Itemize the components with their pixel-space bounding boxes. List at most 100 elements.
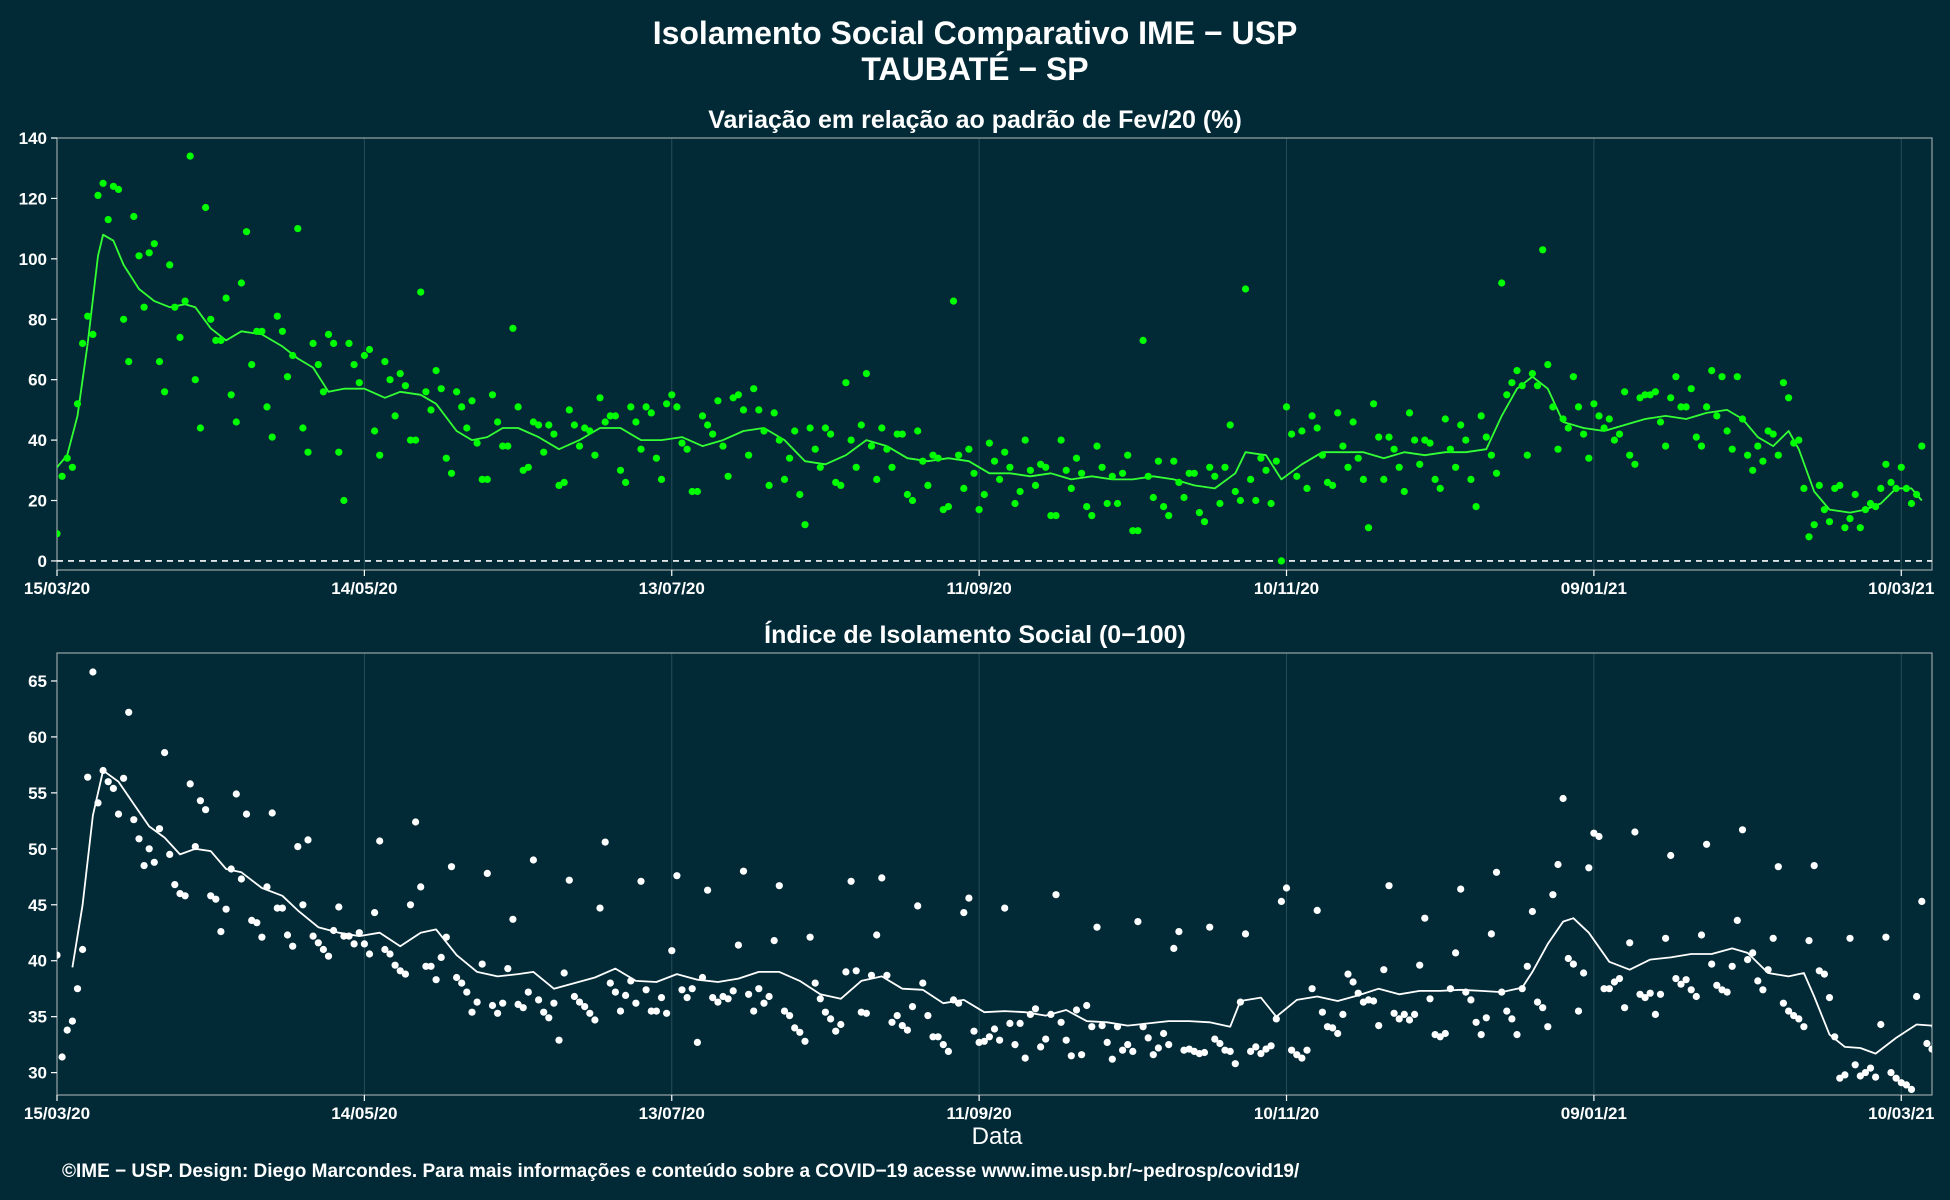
index-data-point bbox=[330, 926, 338, 935]
variation-data-point bbox=[1078, 469, 1086, 477]
variation-data-point bbox=[242, 228, 251, 236]
index-data-point bbox=[996, 1036, 1004, 1044]
variation-data-point bbox=[1815, 481, 1823, 489]
index-data-point bbox=[140, 862, 148, 870]
variation-data-point bbox=[960, 484, 968, 492]
index-data-point bbox=[1231, 1060, 1239, 1068]
variation-data-point bbox=[509, 324, 517, 332]
variation-data-point bbox=[765, 481, 773, 489]
variation-data-point bbox=[555, 481, 563, 489]
index-data-point bbox=[273, 904, 281, 912]
y-tick-label: 30 bbox=[28, 1064, 47, 1083]
index-data-point bbox=[657, 994, 666, 1002]
index-data-point bbox=[242, 810, 251, 818]
variation-data-point bbox=[1349, 418, 1357, 426]
index-data-point bbox=[1047, 1010, 1055, 1019]
y-tick-label: 100 bbox=[19, 250, 47, 269]
variation-data-point bbox=[1697, 442, 1706, 450]
index-data-point bbox=[637, 877, 645, 885]
variation-data-point bbox=[857, 421, 865, 429]
variation-data-point bbox=[314, 361, 322, 369]
index-data-point bbox=[1108, 1055, 1116, 1063]
index-data-point bbox=[929, 1033, 937, 1041]
index-data-point bbox=[1236, 998, 1244, 1006]
index-data-point bbox=[934, 1033, 942, 1041]
variation-data-point bbox=[903, 490, 912, 499]
variation-data-point bbox=[386, 376, 394, 384]
index-data-point bbox=[166, 850, 174, 859]
variation-data-point bbox=[652, 454, 661, 462]
index-data-point bbox=[1636, 990, 1644, 998]
variation-data-point bbox=[1513, 367, 1521, 375]
index-data-point bbox=[924, 1012, 932, 1020]
index-data-point bbox=[304, 836, 312, 844]
y-tick-label: 50 bbox=[28, 840, 47, 859]
index-data-point bbox=[878, 874, 886, 882]
variation-data-point bbox=[801, 521, 809, 529]
index-data-point bbox=[294, 843, 302, 851]
variation-data-point bbox=[140, 303, 148, 311]
variation-data-point bbox=[1462, 436, 1470, 444]
index-data-point bbox=[125, 708, 133, 716]
variation-data-point bbox=[1200, 518, 1209, 526]
variation-data-point bbox=[647, 409, 655, 417]
variation-data-point bbox=[1574, 403, 1583, 411]
index-data-point bbox=[586, 1009, 594, 1017]
variation-data-point bbox=[786, 454, 794, 462]
index-data-point bbox=[442, 933, 450, 941]
index-data-point bbox=[1426, 995, 1434, 1003]
index-data-point bbox=[1098, 1022, 1106, 1030]
index-data-point bbox=[222, 905, 230, 913]
variation-data-point bbox=[616, 466, 625, 474]
index-data-point bbox=[1272, 1015, 1280, 1023]
index-data-point bbox=[217, 928, 225, 936]
plot-area bbox=[57, 152, 1926, 565]
variation-data-point bbox=[1431, 475, 1439, 483]
index-data-point bbox=[253, 919, 261, 927]
variation-data-point bbox=[494, 418, 502, 426]
index-data-point bbox=[1518, 985, 1526, 993]
index-data-point bbox=[1498, 988, 1506, 996]
variation-data-point bbox=[1467, 475, 1475, 483]
index-data-point bbox=[473, 998, 481, 1006]
index-moving-average-line bbox=[71, 769, 1932, 1055]
index-data-point bbox=[1856, 1072, 1864, 1080]
index-data-point bbox=[550, 999, 558, 1007]
variation-data-point bbox=[1774, 451, 1782, 459]
variation-data-point bbox=[1682, 403, 1690, 411]
variation-data-point bbox=[1052, 511, 1060, 520]
variation-data-point bbox=[68, 463, 76, 471]
index-data-point bbox=[616, 1007, 625, 1015]
index-data-point bbox=[432, 976, 440, 984]
index-data-point bbox=[1882, 933, 1890, 941]
index-data-point bbox=[842, 968, 850, 976]
variation-data-point bbox=[980, 490, 988, 499]
variation-data-point bbox=[1042, 463, 1050, 471]
variation-data-point bbox=[1733, 373, 1741, 381]
index-data-point bbox=[811, 979, 819, 987]
variation-data-point bbox=[212, 336, 220, 344]
variation-data-point bbox=[355, 379, 363, 387]
y-tick-label: 80 bbox=[28, 310, 47, 329]
variation-data-point bbox=[1672, 373, 1680, 381]
index-data-point bbox=[575, 998, 584, 1006]
variation-data-point bbox=[453, 388, 461, 396]
variation-data-point bbox=[1298, 427, 1306, 435]
index-data-point bbox=[1774, 863, 1782, 871]
index-data-point bbox=[130, 816, 138, 824]
index-data-point bbox=[1334, 1029, 1342, 1038]
index-data-point bbox=[678, 986, 686, 994]
index-data-point bbox=[1539, 1004, 1547, 1012]
index-data-point bbox=[135, 835, 143, 843]
variation-data-point bbox=[130, 212, 138, 221]
variation-data-point bbox=[827, 430, 835, 438]
index-data-point bbox=[821, 1008, 830, 1016]
variation-data-point bbox=[1390, 445, 1398, 453]
index-data-point bbox=[1528, 907, 1536, 916]
variation-data-point bbox=[263, 403, 271, 411]
index-data-point bbox=[171, 881, 179, 889]
index-data-point bbox=[1385, 882, 1393, 890]
variation-data-point bbox=[1549, 403, 1557, 411]
variation-data-point bbox=[345, 339, 353, 347]
variation-data-point bbox=[1738, 415, 1747, 423]
